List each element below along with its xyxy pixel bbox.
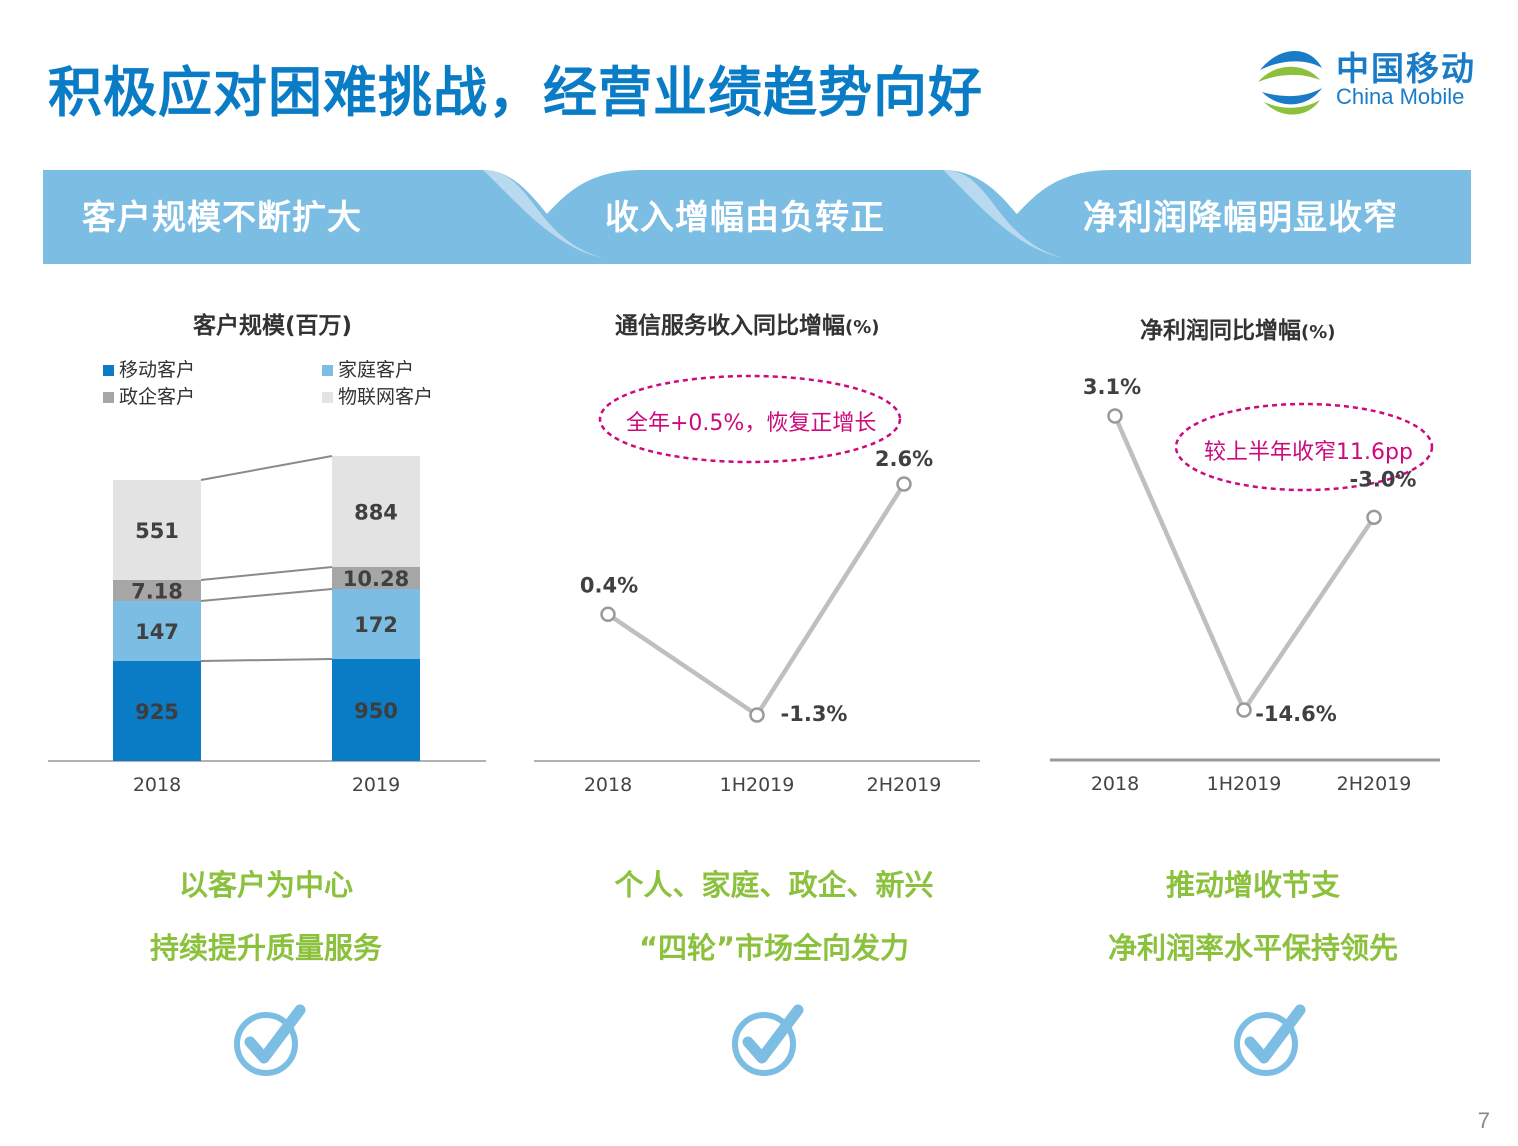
connector-line bbox=[200, 566, 333, 581]
page-title: 积极应对困难挑战，经营业绩趋势向好 bbox=[48, 61, 983, 124]
data-label: 3.1% bbox=[1083, 375, 1141, 399]
legend-swatch bbox=[103, 365, 114, 376]
legend-item-home: 家庭客户 bbox=[322, 355, 414, 382]
data-label: -14.6% bbox=[1255, 702, 1337, 726]
revenue-chart-title: 通信服务收入同比增幅(%) bbox=[615, 306, 880, 340]
legend-label: 政企客户 bbox=[119, 386, 196, 408]
banner-label-profit: 净利润降幅明显收窄 bbox=[1083, 198, 1398, 238]
legend-label: 家庭客户 bbox=[338, 359, 415, 381]
data-label: 551 bbox=[135, 519, 179, 543]
revenue-chart-title-unit: (%) bbox=[845, 317, 880, 338]
legend-item-gov: 政企客户 bbox=[103, 382, 195, 409]
slogan-3-line-2: 净利润率水平保持领先 bbox=[1107, 931, 1398, 965]
legend-item-iot: 物联网客户 bbox=[322, 382, 433, 409]
bar-segment bbox=[332, 567, 420, 589]
x-tick-label: 2018 bbox=[1091, 773, 1139, 795]
banner-label-customers: 客户规模不断扩大 bbox=[82, 198, 362, 238]
slogan-1-line-1: 以客户为中心 bbox=[178, 868, 353, 902]
slogan-1-line-2: 持续提升质量服务 bbox=[149, 931, 382, 965]
data-label: 950 bbox=[354, 699, 398, 723]
legend-label: 物联网客户 bbox=[338, 386, 434, 408]
profit-chart-title-main: 净利润同比增幅 bbox=[1140, 318, 1301, 344]
legend-item-mobile: 移动客户 bbox=[103, 355, 195, 382]
bar-segment bbox=[332, 456, 420, 567]
legend-swatch bbox=[322, 392, 333, 403]
slogan-3-line-1: 推动增收节支 bbox=[1165, 868, 1340, 902]
bar-segment bbox=[113, 480, 201, 580]
connector-line bbox=[200, 658, 333, 662]
section-banner bbox=[43, 170, 1471, 264]
data-label: 172 bbox=[354, 613, 398, 637]
china-mobile-logo: 中国移动 China Mobile bbox=[1250, 40, 1490, 120]
data-point bbox=[1107, 408, 1123, 424]
data-point bbox=[1366, 509, 1382, 526]
legend-label: 移动客户 bbox=[119, 359, 196, 381]
connector-line bbox=[200, 455, 333, 481]
banner-label-revenue: 收入增幅由负转正 bbox=[605, 198, 885, 238]
x-tick-label: 2H2019 bbox=[1337, 773, 1412, 795]
data-label: 2.6% bbox=[875, 447, 933, 471]
data-point bbox=[896, 476, 912, 492]
scale-chart-title-main: 客户规模 bbox=[193, 313, 285, 339]
legend-swatch bbox=[103, 392, 114, 403]
page-number: 7 bbox=[1477, 1108, 1490, 1133]
legend-swatch bbox=[322, 365, 333, 376]
slogan-2-line-1: 个人、家庭、政企、新兴 bbox=[614, 868, 934, 902]
logo-text-en: China Mobile bbox=[1336, 84, 1465, 109]
data-label: 147 bbox=[135, 620, 179, 644]
x-tick-label: 1H2019 bbox=[720, 774, 795, 796]
data-point bbox=[749, 707, 765, 723]
data-label: 7.18 bbox=[131, 580, 183, 604]
revenue-chart-title-main: 通信服务收入同比增幅 bbox=[615, 313, 845, 339]
bar-segment bbox=[113, 580, 201, 601]
data-label: 0.4% bbox=[580, 573, 638, 597]
data-point bbox=[600, 606, 616, 623]
logo-mark-icon bbox=[1258, 50, 1322, 115]
connector-line bbox=[200, 588, 333, 602]
bar-segment bbox=[113, 601, 201, 661]
check-circle-icon bbox=[234, 1004, 306, 1076]
series-line bbox=[1112, 415, 1376, 715]
bar-segment bbox=[113, 661, 201, 761]
bar-segment bbox=[332, 659, 420, 761]
logo-text-cn: 中国移动 bbox=[1336, 49, 1476, 88]
check-circle-icon bbox=[732, 1004, 804, 1076]
slogan-2-line-2: “四轮”市场全向发力 bbox=[638, 931, 910, 965]
scale-chart-title: 客户规模(百万) bbox=[193, 306, 352, 340]
data-label: 925 bbox=[135, 700, 179, 724]
revenue-callout-ellipse bbox=[598, 374, 902, 464]
x-tick-label: 2H2019 bbox=[867, 774, 942, 796]
bar-segment bbox=[332, 589, 420, 659]
profit-chart-title: 净利润同比增幅(%) bbox=[1140, 311, 1336, 345]
series-line bbox=[606, 482, 906, 719]
x-tick-label: 2019 bbox=[352, 774, 400, 796]
profit-callout-ellipse bbox=[1174, 402, 1434, 492]
check-circle-icon bbox=[1234, 1004, 1306, 1076]
data-label: -3.0% bbox=[1350, 467, 1417, 491]
data-label: 10.28 bbox=[343, 567, 409, 591]
data-label: -1.3% bbox=[781, 702, 848, 726]
data-point bbox=[1236, 702, 1252, 718]
profit-callout-text: 较上半年收窄11.6pp bbox=[1204, 440, 1413, 465]
scale-chart-title-unit: (百万) bbox=[285, 313, 353, 339]
x-tick-label: 1H2019 bbox=[1207, 773, 1282, 795]
x-tick-label: 2018 bbox=[133, 774, 181, 796]
profit-chart-title-unit: (%) bbox=[1301, 322, 1336, 343]
revenue-callout-text: 全年+0.5%，恢复正增长 bbox=[626, 411, 877, 436]
x-tick-label: 2018 bbox=[584, 774, 632, 796]
data-label: 884 bbox=[354, 501, 398, 525]
